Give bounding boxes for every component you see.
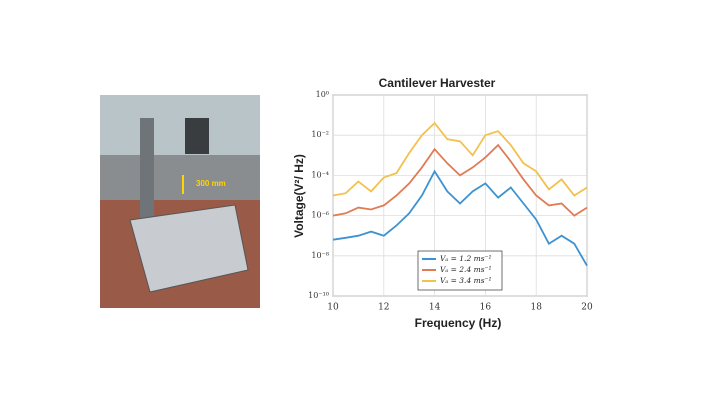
data-line bbox=[332, 143, 588, 217]
photo-annotation: 300 mm bbox=[196, 179, 226, 188]
x-tick-label: 20 bbox=[581, 303, 593, 313]
x-tick-label: 12 bbox=[378, 303, 389, 313]
x-tick-label: 10 bbox=[327, 303, 339, 313]
chart: Cantilever Harvester Frequency (Hz) Volt… bbox=[292, 76, 588, 330]
x-axis-label: Frequency (Hz) bbox=[415, 316, 502, 330]
photo-wall bbox=[100, 95, 260, 155]
y-tick-label: 10⁻⁶ bbox=[311, 211, 329, 220]
data-line bbox=[332, 121, 588, 197]
y-tick-label: 10⁻² bbox=[311, 130, 329, 139]
photo-plate bbox=[129, 204, 249, 293]
photo: 300 mm bbox=[100, 95, 260, 308]
legend-label: Vₐ = 1.2 ms⁻¹ bbox=[440, 254, 492, 263]
legend-label: Vₐ = 2.4 ms⁻¹ bbox=[440, 265, 492, 274]
x-tick-label: 14 bbox=[429, 303, 441, 313]
chart-title: Cantilever Harvester bbox=[379, 76, 496, 90]
y-tick-label: 10⁻¹⁰ bbox=[308, 291, 329, 300]
x-tick-label: 18 bbox=[530, 303, 542, 313]
y-axis-label: Voltage(V²/ Hz) bbox=[292, 154, 306, 238]
photo-column bbox=[140, 118, 154, 228]
y-tick-label: 10⁰ bbox=[316, 90, 329, 99]
photo-shaker bbox=[185, 118, 209, 154]
x-tick-label: 16 bbox=[480, 303, 492, 313]
legend-label: Vₐ = 3.4 ms⁻¹ bbox=[440, 276, 492, 285]
y-tick-label: 10⁻⁴ bbox=[311, 170, 329, 179]
data-line bbox=[332, 169, 588, 267]
y-tick-label: 10⁻⁸ bbox=[311, 251, 329, 260]
